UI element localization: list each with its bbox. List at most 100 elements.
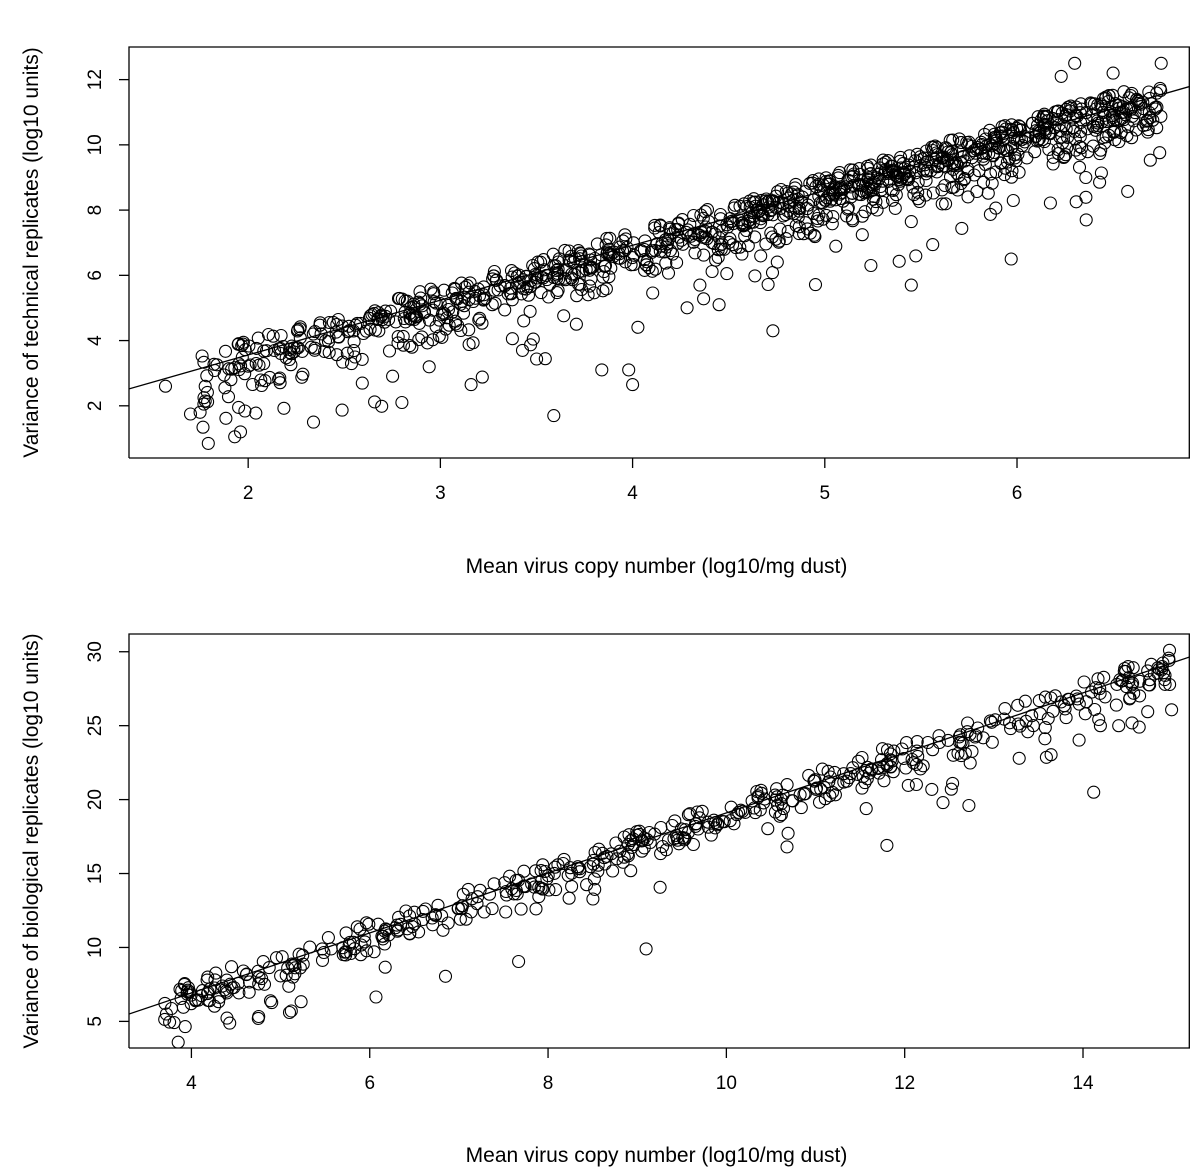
data-point: [387, 370, 399, 382]
data-point: [939, 180, 951, 192]
data-point: [476, 317, 488, 329]
data-point: [782, 827, 794, 839]
data-point: [859, 206, 871, 218]
data-point: [623, 364, 635, 376]
data-point: [1126, 717, 1138, 729]
y-tick-label: 5: [85, 1016, 106, 1027]
data-point: [570, 318, 582, 330]
data-point: [337, 356, 349, 368]
data-point: [771, 256, 783, 268]
x-tick-label: 10: [716, 1073, 737, 1094]
data-point: [762, 279, 774, 291]
data-point: [250, 407, 262, 419]
x-tick-label: 4: [186, 1073, 197, 1094]
data-point: [1088, 786, 1100, 798]
data-point: [322, 932, 334, 944]
data-point: [566, 880, 578, 892]
data-point: [902, 779, 914, 791]
y-tick-label: 10: [85, 937, 106, 958]
data-point: [465, 379, 477, 391]
data-point: [856, 752, 868, 764]
data-point: [767, 325, 779, 337]
data-point: [689, 247, 701, 259]
data-point: [356, 377, 368, 389]
data-point: [1133, 721, 1145, 733]
x-tick-label: 6: [1012, 483, 1023, 504]
data-point: [354, 923, 366, 935]
data-point: [627, 379, 639, 391]
data-point: [632, 321, 644, 333]
data-point: [856, 229, 868, 241]
data-point: [539, 353, 551, 365]
data-point: [782, 225, 794, 237]
data-point: [694, 279, 706, 291]
data-point: [655, 822, 667, 834]
data-point: [384, 345, 396, 357]
x-axis-label: Mean virus copy number (log10/mg dust): [466, 555, 848, 578]
data-point: [762, 823, 774, 835]
data-point: [681, 302, 693, 314]
data-point: [937, 797, 949, 809]
data-point: [476, 371, 488, 383]
data-point: [563, 892, 575, 904]
y-tick-label: 25: [85, 715, 106, 736]
data-point: [810, 279, 822, 291]
data-point: [1070, 196, 1082, 208]
data-point: [986, 736, 998, 748]
data-point: [1073, 734, 1085, 746]
data-point: [749, 270, 761, 282]
y-tick-label: 2: [85, 401, 106, 412]
data-point: [698, 293, 710, 305]
data-point: [830, 240, 842, 252]
data-point: [905, 216, 917, 228]
data-point: [1039, 733, 1051, 745]
data-point: [604, 232, 616, 244]
data-point: [308, 416, 320, 428]
data-point: [258, 358, 270, 370]
y-tick-label: 8: [85, 205, 106, 216]
data-point: [220, 345, 232, 357]
data-point: [179, 1021, 191, 1033]
data-point: [1089, 704, 1101, 716]
data-point: [533, 891, 545, 903]
data-point: [1144, 154, 1156, 166]
data-point: [1055, 70, 1067, 82]
data-point: [160, 380, 172, 392]
data-point: [1044, 197, 1056, 209]
data-point: [558, 310, 570, 322]
data-point: [911, 736, 923, 748]
x-tick-label: 14: [1072, 1073, 1094, 1094]
data-point: [1095, 167, 1107, 179]
data-point: [278, 402, 290, 414]
data-point: [535, 287, 547, 299]
data-point: [1142, 706, 1154, 718]
data-point: [893, 255, 905, 267]
data-point: [515, 903, 527, 915]
data-point: [706, 266, 718, 278]
y-tick-label: 15: [85, 863, 106, 884]
data-point: [947, 749, 959, 761]
points-group: [159, 644, 1178, 1048]
data-point: [1107, 67, 1119, 79]
data-point: [865, 260, 877, 272]
y-tick-label: 12: [85, 69, 106, 90]
scatter-panel-biological: Mean virus copy number (log10/mg dust) V…: [20, 633, 1190, 1167]
data-point: [1113, 136, 1125, 148]
data-point: [317, 954, 329, 966]
data-point: [713, 299, 725, 311]
x-tick-label: 3: [435, 483, 446, 504]
data-point: [500, 906, 512, 918]
y-tick-label: 4: [85, 335, 106, 346]
data-point: [202, 437, 214, 449]
data-point: [518, 865, 530, 877]
data-point: [1013, 752, 1025, 764]
data-point: [346, 358, 358, 370]
data-point: [607, 865, 619, 877]
data-point: [927, 239, 939, 251]
x-tick-label: 5: [820, 483, 831, 504]
data-point: [647, 287, 659, 299]
data-point: [860, 803, 872, 815]
data-point: [478, 906, 490, 918]
scatter-panel-technical: Mean virus copy number (log10/mg dust) V…: [20, 47, 1190, 578]
y-tick-label: 10: [85, 134, 106, 155]
